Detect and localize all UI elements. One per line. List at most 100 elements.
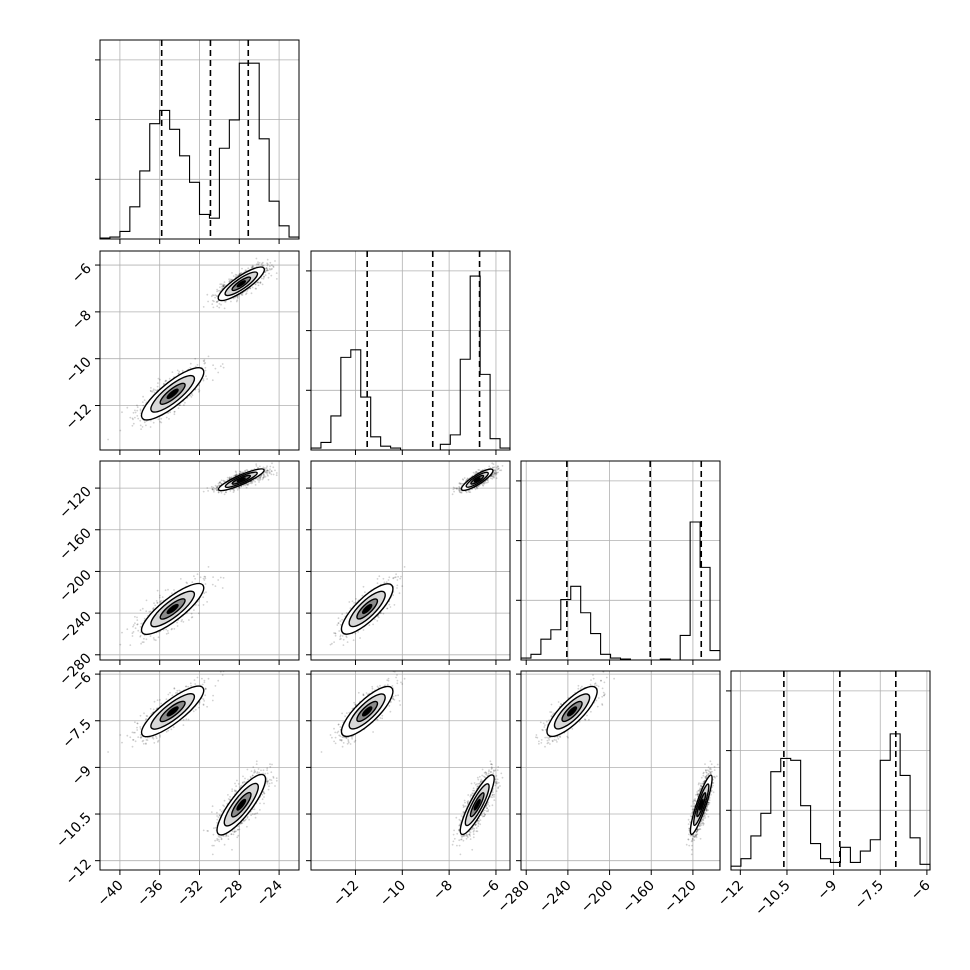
scatter-point [134,411,137,414]
scatter-point [165,416,168,419]
gridlines [311,251,510,450]
scatter-point [397,575,399,578]
scatter-point [236,299,239,302]
scatter-point [207,490,210,492]
scatter-point [251,481,254,484]
scatter-point [267,269,269,272]
scatter-point [215,301,218,303]
scatter-point [271,462,273,465]
scatter-point [234,474,237,477]
scatter-point [496,468,499,471]
scatter-point [342,638,345,641]
scatter-point [269,265,271,268]
scatter-point [244,470,247,473]
scatter-point [345,636,348,639]
scatter-point [229,477,232,479]
scatter-point [226,479,229,481]
scatter-point [202,490,205,493]
scatter-point [236,297,239,299]
scatter-point [460,491,463,494]
scatter-point [229,490,232,492]
scatter-point [206,487,209,489]
scatter-point [483,482,486,485]
scatter-point [220,482,223,485]
scatter-point [333,641,335,643]
scatter-point [261,262,263,265]
scatter-point [160,421,163,424]
scatter-point [231,272,233,274]
scatter-point [136,623,139,626]
scatter-point [270,473,273,476]
scatter-point [222,577,225,579]
scatter-point [270,470,273,472]
scatter-point [235,473,238,476]
scatter-point [236,274,238,276]
scatter-point [191,394,194,396]
scatter-point [173,589,175,591]
scatter-point [372,623,374,626]
scatter-point [233,489,236,492]
scatter-point [156,385,159,388]
scatter-point [131,417,134,420]
scatter-point [376,578,379,580]
scatter-point [348,601,351,603]
scatter-point [261,478,264,481]
scatter-point [204,575,207,578]
scatter-point [202,306,205,308]
scatter-point [345,635,348,637]
scatter-point [223,480,226,482]
scatter-point [242,484,245,487]
scatter-point [267,276,270,279]
scatter-point [157,636,160,639]
scatter-point [260,263,263,266]
scatter-point [193,575,195,578]
scatter-point [139,609,142,612]
scatter-point [255,463,258,466]
scatter-point [250,266,253,268]
scatter-point [222,283,225,286]
scatter-point [212,486,215,489]
scatter-point [497,465,500,468]
scatter-point [214,484,217,487]
scatter-point [222,284,224,287]
scatter-point [465,491,468,494]
scatter-point [376,582,379,585]
scatter-point [191,581,194,584]
scatter-point [385,581,388,584]
scatter-point [137,417,140,420]
scatter-point [189,362,192,365]
scatter-point [129,644,132,646]
scatter-point [458,490,461,492]
scatter-point [176,621,179,624]
scatter-point [270,274,273,277]
scatter-point [223,281,226,283]
scatter-point [216,295,218,297]
scatter-point [219,576,222,579]
scatter-point [501,465,504,467]
scatter-point [383,581,386,584]
scatter-point [157,382,159,384]
scatter-point [152,637,155,639]
scatter-point [218,306,221,309]
scatter-point [152,421,155,424]
scatter-point [401,585,404,587]
scatter-point [395,573,397,576]
scatter-point [260,475,263,477]
scatter-point [458,482,461,485]
scatter-point [329,643,332,646]
scatter-point [266,263,269,266]
scatter-point [269,468,271,471]
scatter-point [493,473,495,476]
scatter-point [235,275,237,278]
gridlines [311,461,510,660]
scatter-point [396,579,399,581]
scatter-point [246,483,248,485]
scatter-point [161,596,164,598]
scatter-point [265,270,268,272]
scatter-point [119,643,122,646]
scatter-point [236,473,238,476]
scatter-point [265,472,268,474]
scatter-point [136,623,139,626]
scatter-point [134,615,136,618]
scatter-point [157,377,160,380]
